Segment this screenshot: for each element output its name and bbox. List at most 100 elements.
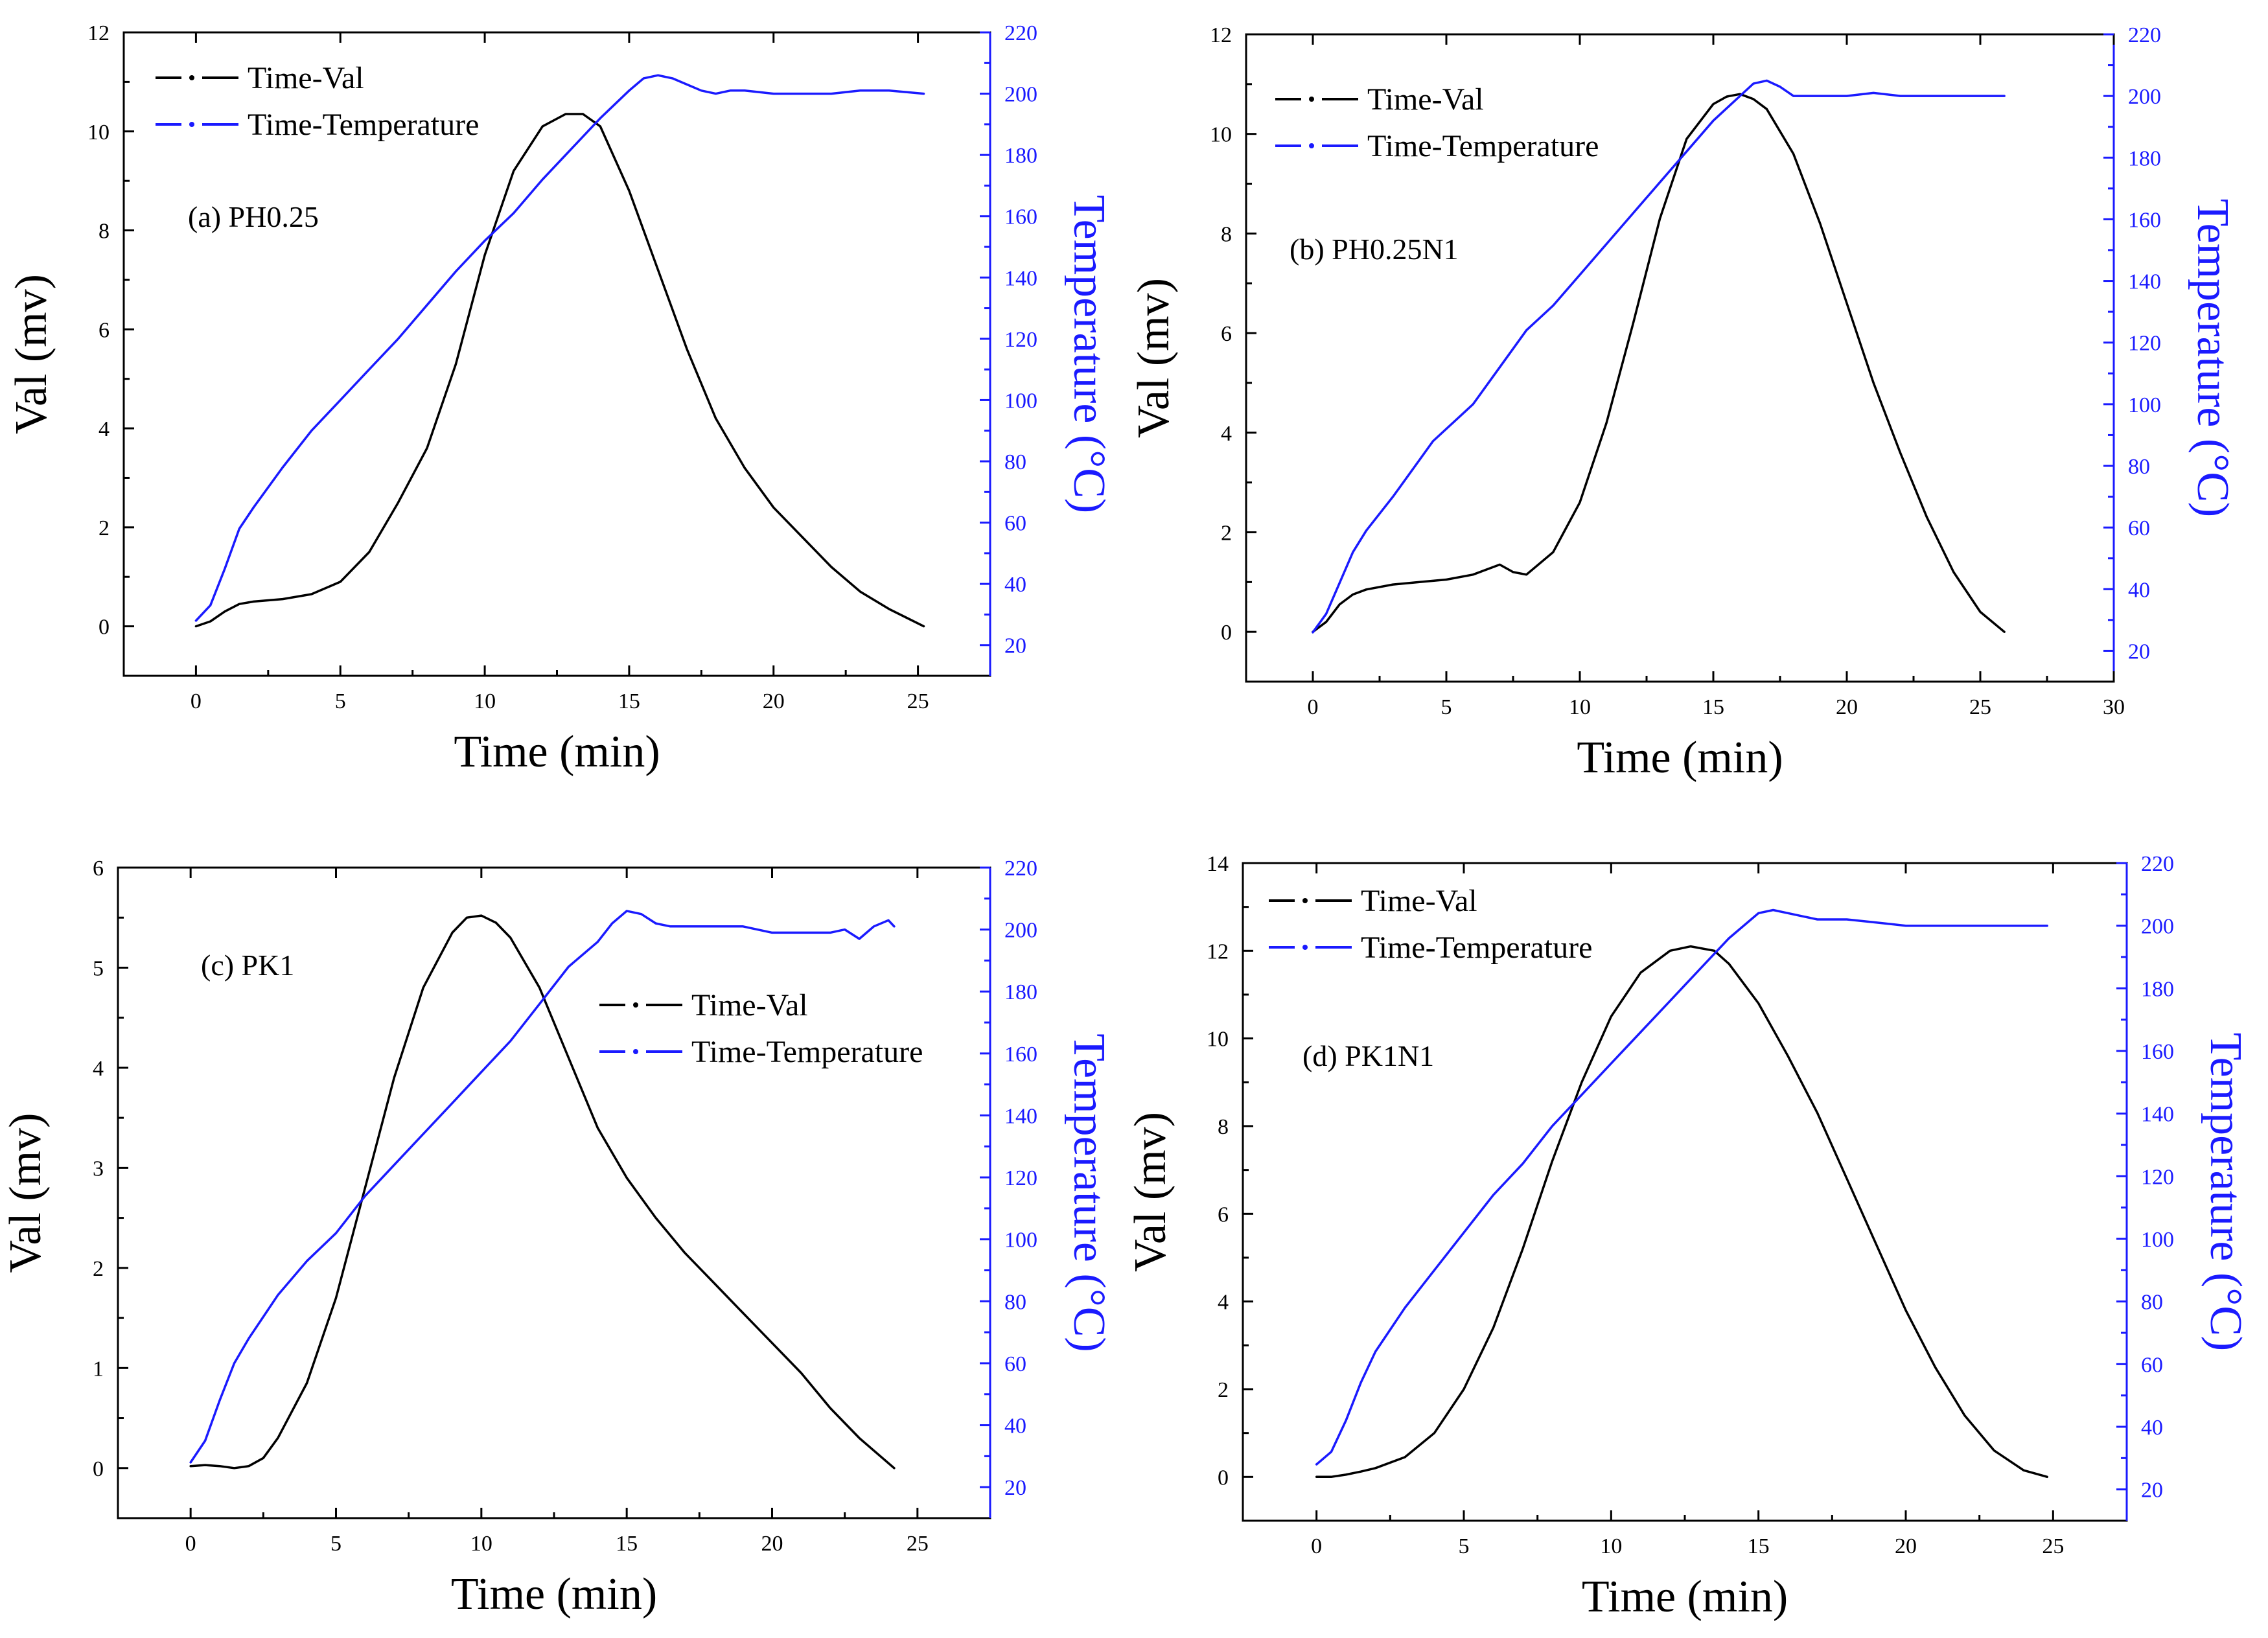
legend-label: Time-Temperature [1361, 930, 1592, 965]
panel-annotation: (d) PK1N1 [1302, 1039, 1434, 1072]
x-tick-label: 0 [185, 1532, 196, 1556]
y2-tick-label: 80 [2141, 1291, 2163, 1315]
y2-tick-label: 220 [2141, 852, 2174, 876]
series-line-time-temperature [1312, 79, 2006, 634]
y2-tick-label: 20 [1004, 1476, 1026, 1500]
x-tick-label: 20 [761, 1532, 783, 1556]
y-tick-label: 2 [1221, 521, 1232, 545]
panel-annotation: (b) PH0.25N1 [1290, 233, 1459, 266]
y2-tick-label: 200 [2128, 85, 2161, 109]
y2-axis-label: Temperature (°C) [1064, 1033, 1114, 1352]
y2-tick-label: 180 [2141, 977, 2174, 1001]
y2-tick-label: 120 [2141, 1165, 2174, 1189]
legend-item: Time-Temperature [599, 1035, 923, 1069]
legend-item: Time-Val [156, 61, 364, 95]
y2-tick-label: 160 [2141, 1040, 2174, 1064]
panel-annotation: (c) PK1 [201, 949, 294, 982]
y-tick-label: 6 [1221, 322, 1232, 346]
y2-tick-label: 180 [2128, 146, 2161, 170]
y2-tick-label: 220 [1004, 857, 1037, 881]
x-tick-label: 0 [1308, 695, 1319, 719]
x-tick-label: 5 [1459, 1534, 1470, 1558]
x-tick-label: 10 [474, 689, 496, 713]
x-tick-label: 10 [1600, 1534, 1622, 1558]
legend-item: Time-Temperature [1269, 930, 1592, 965]
y2-tick-label: 40 [2141, 1416, 2163, 1440]
y2-tick-label: 60 [2141, 1353, 2163, 1377]
legend-swatch-dot [1302, 898, 1308, 903]
y-tick-label: 12 [87, 21, 110, 45]
legend-swatch-dot [1302, 945, 1308, 950]
x-tick-label: 15 [1702, 695, 1724, 719]
y2-tick-label: 220 [1004, 21, 1037, 45]
y-tick-label: 4 [1221, 422, 1232, 446]
y2-tick-label: 100 [1004, 1228, 1037, 1252]
x-tick-label: 0 [191, 689, 202, 713]
y-tick-label: 6 [98, 318, 110, 342]
legend-item: Time-Temperature [156, 108, 479, 142]
panel-annotation: (a) PH0.25 [188, 200, 319, 233]
chart-panel-1: 0 5 10 15 20 25 30 0 2 4 6 8 10 12 20 40 60 80 100 120 140 16… [1129, 23, 2238, 783]
y2-tick-label: 200 [1004, 83, 1037, 107]
x-tick-label: 20 [763, 689, 785, 713]
y2-tick-label: 80 [1004, 450, 1026, 474]
y2-tick-label: 140 [1004, 266, 1037, 290]
x-tick-label: 5 [335, 689, 346, 713]
x-tick-label: 25 [1969, 695, 1991, 719]
y2-tick-label: 120 [1004, 1166, 1037, 1190]
x-tick-label: 25 [2042, 1534, 2064, 1558]
y2-tick-label: 140 [1004, 1104, 1037, 1128]
x-tick-label: 15 [616, 1532, 638, 1556]
y2-tick-label: 140 [2128, 270, 2161, 294]
series-line-time-val [1315, 945, 2048, 1479]
series-line-time-val [189, 914, 896, 1470]
x-tick-label: 30 [2103, 695, 2125, 719]
x-tick-label: 10 [470, 1532, 492, 1556]
legend-swatch-dot [633, 1049, 638, 1054]
x-axis-label: Time (min) [1582, 1572, 1788, 1622]
chart-panel-2: 0 5 10 15 20 25 0 1 2 3 4 5 6 20 40 60 80 100 120 140 160 180… [1, 857, 1114, 1619]
y2-tick-label: 20 [2128, 640, 2150, 663]
y-tick-label: 12 [1207, 940, 1229, 963]
y2-tick-label: 100 [2141, 1228, 2174, 1252]
legend-item: Time-Val [599, 988, 808, 1022]
y2-tick-label: 40 [1004, 1414, 1026, 1438]
y2-tick-label: 40 [1004, 573, 1026, 597]
x-tick-label: 15 [1748, 1534, 1770, 1558]
y2-tick-label: 80 [2128, 455, 2150, 479]
y2-tick-label: 100 [1004, 389, 1037, 413]
y-tick-label: 8 [1221, 222, 1232, 246]
y2-tick-label: 120 [2128, 332, 2161, 356]
y-tick-label: 14 [1207, 852, 1229, 876]
y-tick-label: 2 [1218, 1378, 1229, 1402]
y-tick-label: 0 [98, 616, 110, 640]
y2-tick-label: 160 [2128, 208, 2161, 232]
y-tick-label: 8 [1218, 1115, 1229, 1139]
legend-item: Time-Temperature [1275, 129, 1599, 163]
x-tick-label: 15 [618, 689, 640, 713]
x-tick-label: 20 [1895, 1534, 1917, 1558]
y2-tick-label: 20 [1004, 634, 1026, 658]
y2-tick-label: 200 [1004, 919, 1037, 943]
y-tick-label: 10 [1210, 123, 1232, 147]
legend-label: Time-Temperature [691, 1035, 923, 1069]
y2-tick-label: 60 [1004, 512, 1026, 536]
y-tick-label: 6 [1218, 1203, 1229, 1227]
legend-swatch-dot [189, 122, 194, 127]
y2-tick-label: 200 [2141, 915, 2174, 939]
y2-tick-label: 140 [2141, 1103, 2174, 1127]
x-tick-label: 10 [1569, 695, 1591, 719]
y-tick-label: 4 [93, 1057, 104, 1081]
x-tick-label: 0 [1311, 1534, 1322, 1558]
y2-tick-label: 100 [2128, 393, 2161, 417]
y-tick-label: 1 [93, 1357, 104, 1381]
series-line-time-val [194, 113, 925, 628]
y-tick-label: 0 [93, 1457, 104, 1481]
legend-item: Time-Val [1275, 82, 1484, 117]
y2-tick-label: 120 [1004, 328, 1037, 352]
legend-label: Time-Temperature [1367, 129, 1599, 163]
x-tick-label: 5 [330, 1532, 341, 1556]
y2-axis-label: Temperature (°C) [1064, 195, 1114, 513]
y2-tick-label: 160 [1004, 205, 1037, 229]
y-axis-label: Val (mv) [1126, 1112, 1175, 1272]
